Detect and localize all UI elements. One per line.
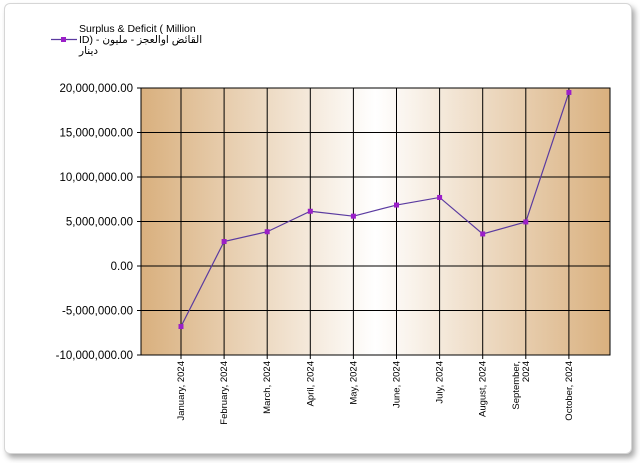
data-point <box>178 324 184 330</box>
y-tick-label: -5,000,000.00 <box>62 306 133 318</box>
x-tick-label: February, 2024 <box>219 361 230 425</box>
x-tick-label-text: June, 2024 <box>392 361 403 408</box>
x-tick-label: July, 2024 <box>435 361 446 404</box>
legend-label-line3: دينار <box>79 45 99 57</box>
x-tick-label: June, 2024 <box>392 361 403 408</box>
data-point <box>480 231 486 237</box>
x-tick-label-text: February, 2024 <box>219 361 230 425</box>
series-polyline <box>180 92 570 327</box>
x-tick-label: May, 2024 <box>348 361 359 405</box>
data-point <box>566 89 572 95</box>
x-tick-label: October, 2024 <box>564 361 575 421</box>
data-point <box>437 194 443 200</box>
data-point <box>221 239 227 245</box>
y-tick-label: 10,000,000.00 <box>59 172 133 184</box>
x-tick-label: August, 2024 <box>478 361 489 417</box>
x-tick-label-text: May, 2024 <box>348 361 359 405</box>
y-tick-label: 20,000,000.00 <box>59 83 133 95</box>
y-tick-label: -10,000,000.00 <box>56 350 133 362</box>
x-tick-label-text: September, <box>511 361 522 410</box>
x-tick-label: April, 2024 <box>305 361 316 406</box>
data-point <box>350 213 356 219</box>
data-point <box>307 208 313 214</box>
data-point <box>264 229 270 235</box>
y-tick-label: 5,000,000.00 <box>66 217 133 229</box>
x-tick-label-text: January, 2024 <box>176 361 187 421</box>
x-tick-label: January, 2024 <box>176 361 187 421</box>
legend-label: Surplus & Deficit ( Million ID) - القائض… <box>79 24 229 57</box>
x-tick-label: March, 2024 <box>262 361 273 414</box>
data-point <box>394 202 399 208</box>
x-tick-label-text: 2024 <box>521 361 532 382</box>
series-line <box>178 89 572 330</box>
x-axis: January, 2024 February, 2024 March, 2024 Ap… <box>176 355 575 425</box>
legend-label-line2: ID) - القائض اوالعجز - مليون <box>79 34 203 46</box>
y-tick-label: 15,000,000.00 <box>59 128 133 140</box>
legend-line-marker <box>51 37 77 42</box>
data-point <box>523 219 529 225</box>
x-tick-label-text: October, 2024 <box>564 361 575 421</box>
y-tick-label: 0.00 <box>111 261 133 273</box>
x-tick-label-text: July, 2024 <box>435 361 446 404</box>
x-tick-label-text: March, 2024 <box>262 361 273 414</box>
x-tick-label: September, 2024 <box>511 361 532 410</box>
x-tick-label-text: August, 2024 <box>478 361 489 417</box>
x-tick-label-text: April, 2024 <box>305 361 316 406</box>
y-axis: 20,000,000.00 15,000,000.00 10,000,000.00 5… <box>56 83 141 362</box>
legend-label-line1: Surplus & Deficit ( Million <box>79 23 196 35</box>
